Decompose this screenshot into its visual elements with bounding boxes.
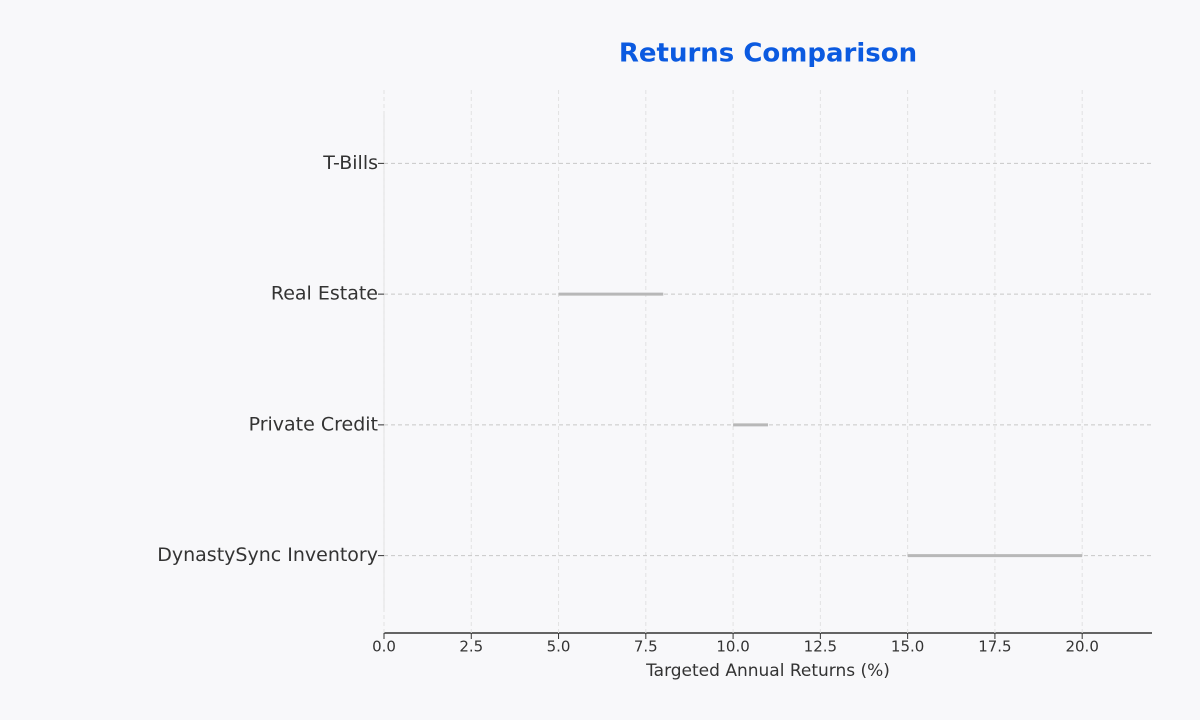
x-tick-label: 5.0: [547, 638, 571, 656]
x-tick-label: 20.0: [1065, 638, 1098, 656]
x-tick-label: 15.0: [891, 638, 924, 656]
x-axis-label: Targeted Annual Returns (%): [645, 661, 890, 681]
x-tick-label: 10.0: [716, 638, 749, 656]
x-tick-label: 0.0: [372, 638, 396, 656]
y-tick-label: Real Estate: [271, 283, 378, 305]
x-tick-label: 7.5: [634, 638, 658, 656]
y-tick-label: T-Bills: [322, 152, 378, 174]
y-tick-label: DynastySync Inventory: [157, 544, 378, 566]
x-tick-label: 2.5: [459, 638, 483, 656]
y-tick-label: Private Credit: [249, 413, 378, 435]
x-tick-label: 17.5: [978, 638, 1011, 656]
chart-title: Returns Comparison: [619, 39, 917, 69]
x-tick-label: 12.5: [804, 638, 837, 656]
